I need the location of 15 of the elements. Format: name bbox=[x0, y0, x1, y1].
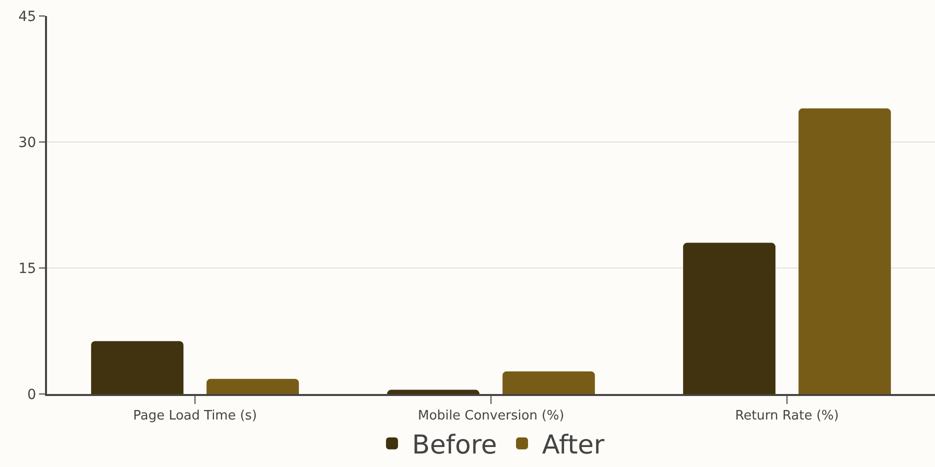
bar bbox=[206, 378, 299, 394]
x-tick-label: Page Load Time (s) bbox=[133, 408, 257, 424]
y-tick-label: 15 bbox=[18, 260, 36, 277]
bar bbox=[798, 108, 891, 394]
legend-label: Before bbox=[412, 430, 498, 461]
y-tick-label: 45 bbox=[18, 8, 36, 25]
x-tick-label: Mobile Conversion (%) bbox=[418, 408, 564, 424]
legend-label: After bbox=[542, 430, 605, 461]
bar bbox=[91, 341, 184, 394]
bar bbox=[387, 390, 480, 394]
x-tick-label: Return Rate (%) bbox=[735, 408, 839, 424]
bar bbox=[683, 242, 776, 394]
y-tick-label: 30 bbox=[18, 134, 36, 151]
y-tick-label: 0 bbox=[27, 386, 36, 403]
bar bbox=[502, 371, 595, 394]
